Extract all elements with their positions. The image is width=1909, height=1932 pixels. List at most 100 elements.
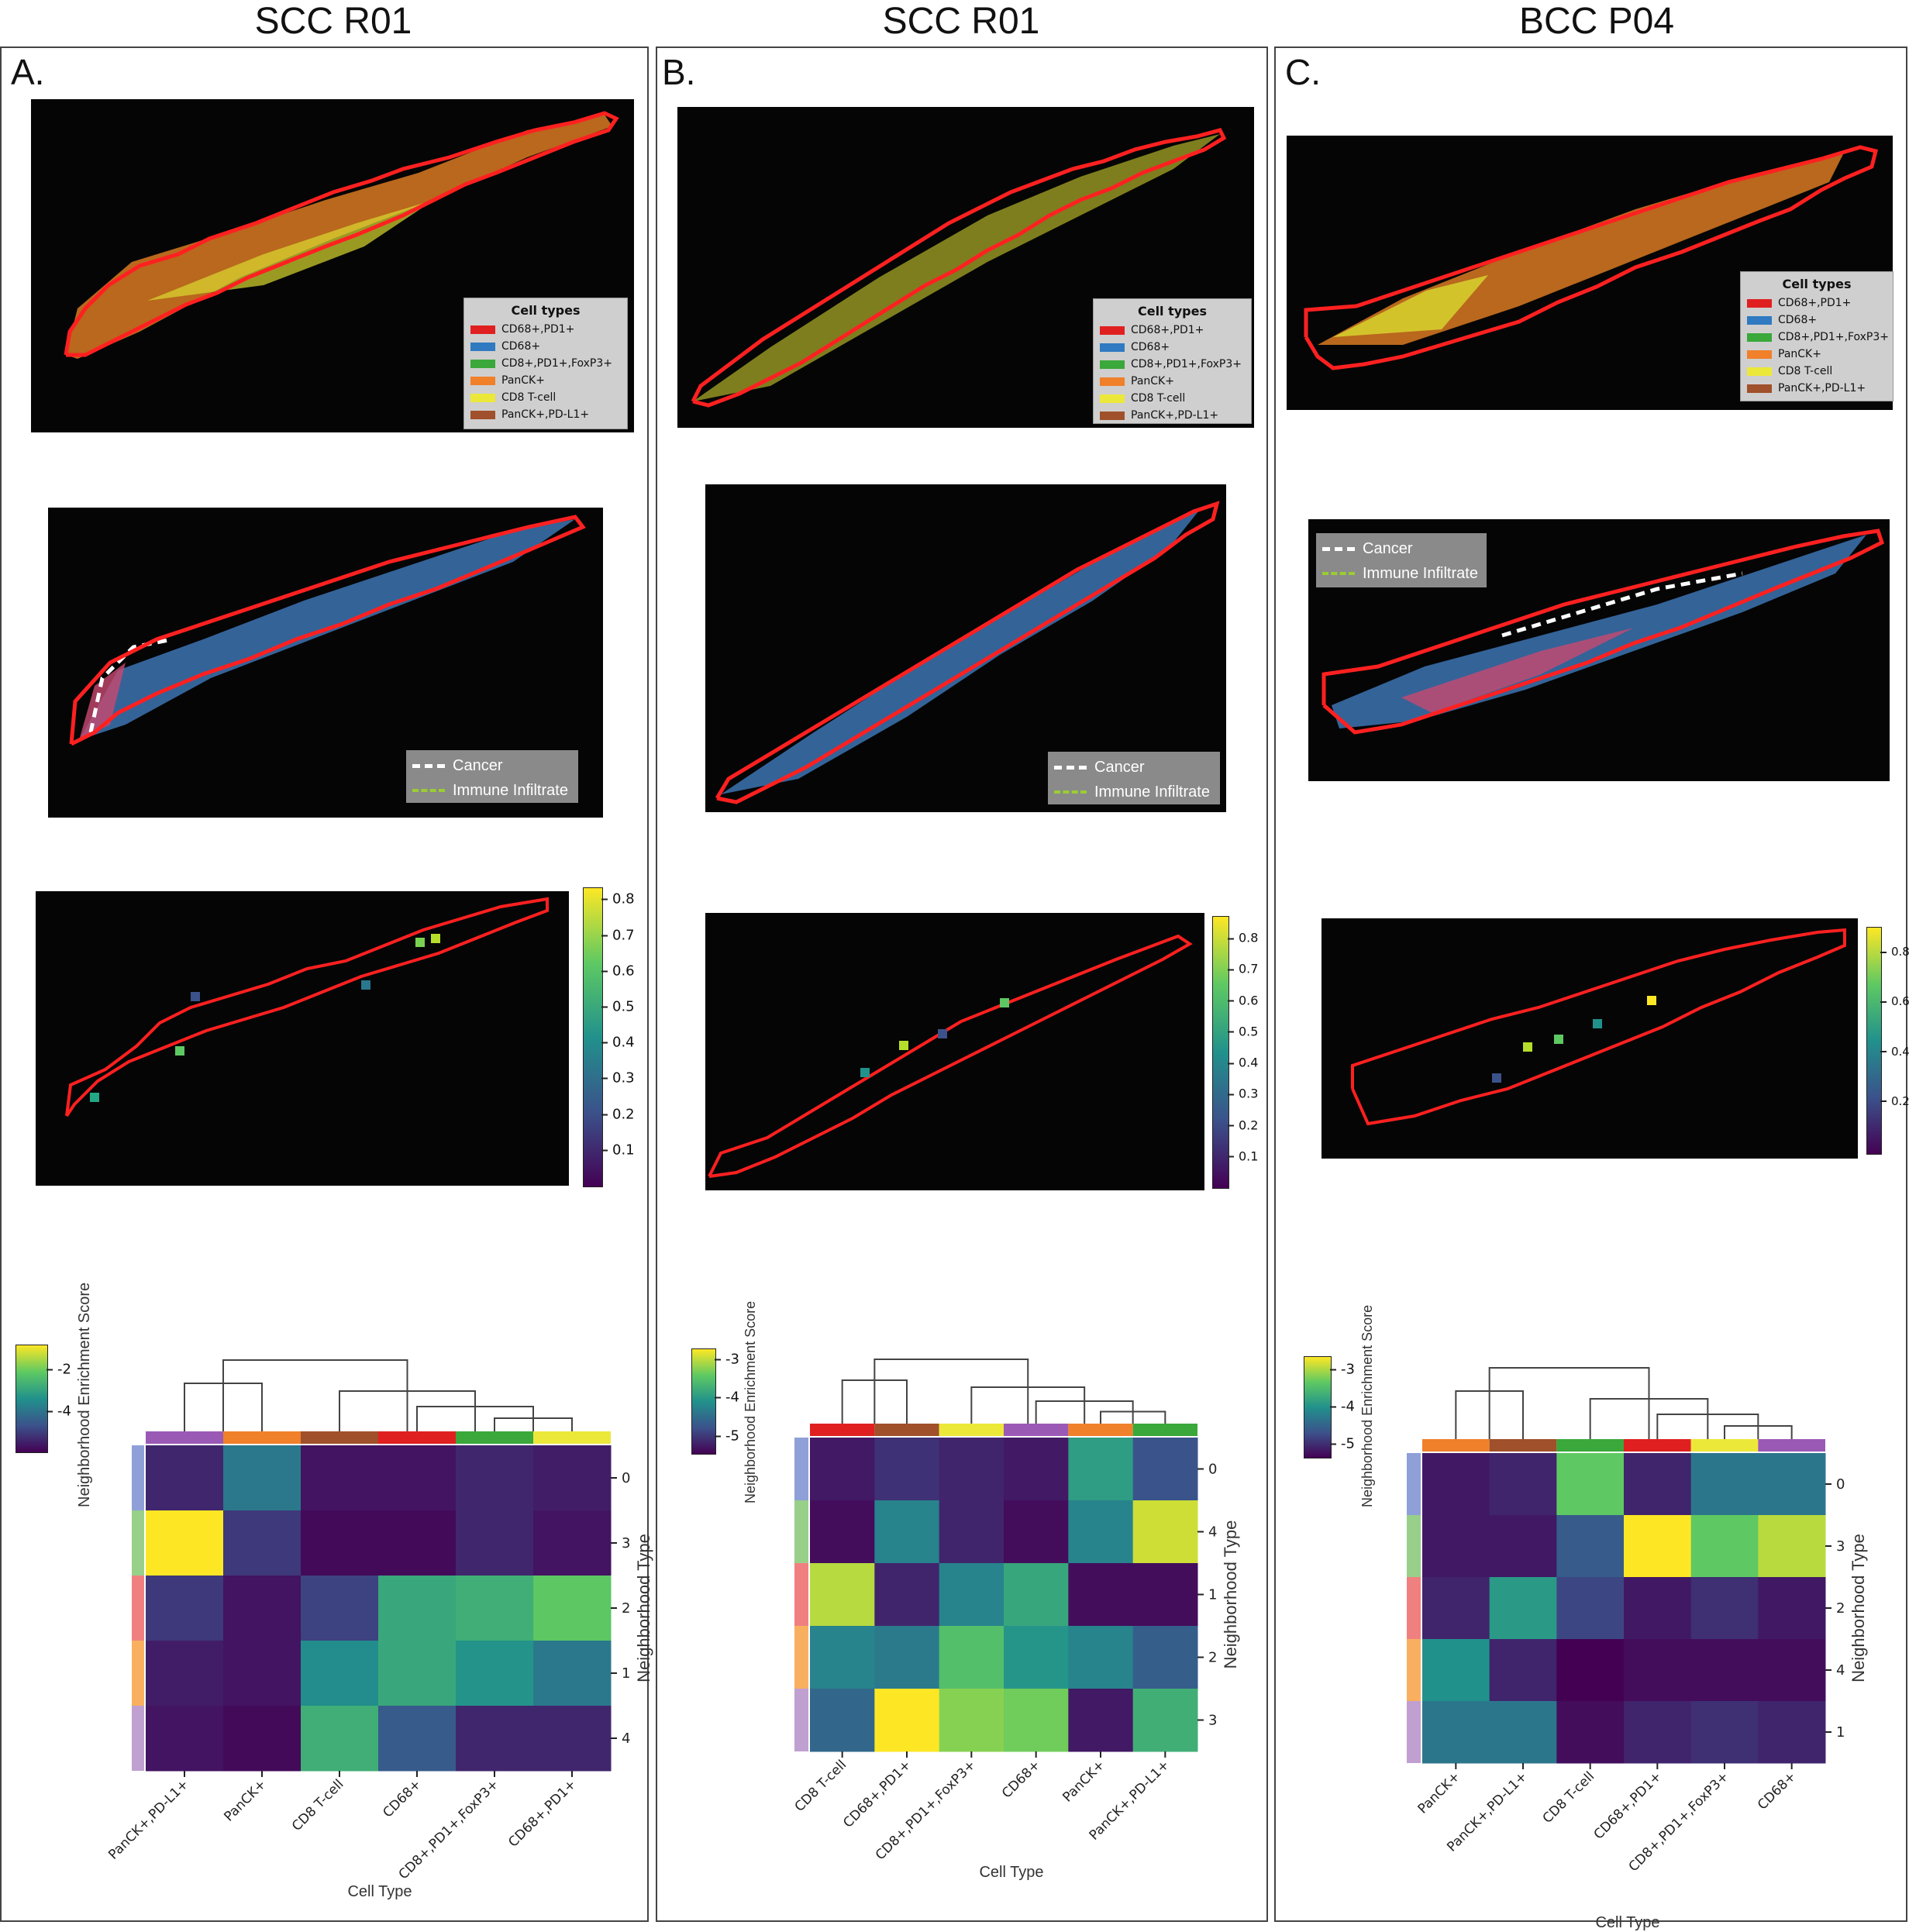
colorbar-tick: 0.2	[1880, 1094, 1909, 1108]
heatmap-b: 0 4 1 2 3 Neighborhood Type CD8 T-cell CD68+,PD…	[792, 1345, 1248, 1863]
heatmap-a: 0 3 2 1 4 Neighborhood Type PanCK+,PD-L1+ PanCK…	[105, 1345, 653, 1882]
heatmap-cell	[1068, 1563, 1134, 1627]
colorbar-tick: 0.3	[601, 1070, 635, 1087]
heatmap-cell	[874, 1500, 940, 1564]
row-tick-label: 0	[1208, 1462, 1217, 1478]
heatmap-cell	[1004, 1500, 1069, 1564]
heatmap-cell	[456, 1510, 534, 1576]
legend-item: PanCK+	[470, 372, 621, 389]
row-tick-label: 0	[622, 1470, 630, 1486]
heatmap-a-xlabel: Cell Type	[347, 1883, 412, 1900]
legend-label: PanCK+,PD-L1+	[1131, 409, 1219, 422]
colorbar-tick: 0.8	[1880, 945, 1909, 959]
column-color-strip	[378, 1431, 456, 1444]
column-color-strip	[456, 1431, 533, 1444]
heatmap-cell	[456, 1641, 534, 1706]
heatmap-cell	[1004, 1689, 1069, 1752]
legend-swatch	[1747, 384, 1772, 393]
heatmap-cell	[1422, 1515, 1490, 1578]
enrichment-colorbar-c	[1304, 1356, 1332, 1458]
heatmap-cell	[1422, 1701, 1490, 1764]
legend-swatch	[412, 789, 445, 792]
heatmap-cell	[533, 1641, 612, 1706]
row-tick-label: 1	[1836, 1724, 1845, 1741]
legend-swatch	[1054, 790, 1087, 794]
heatmap-cell	[1556, 1577, 1625, 1640]
legend-item: CD68+	[470, 338, 621, 355]
legend-item: Cancer	[1054, 755, 1214, 780]
column-color-strip	[1556, 1439, 1624, 1452]
heatmap-cell	[1690, 1701, 1759, 1764]
legend-label: PanCK+,PD-L1+	[501, 408, 590, 421]
cell-map-a	[31, 99, 634, 432]
heatmap-cell	[1132, 1500, 1198, 1564]
column-color-strip	[1422, 1439, 1490, 1452]
heatmap-cell	[1758, 1453, 1826, 1516]
row-color-strip	[794, 1438, 808, 1500]
heatmap-cell	[456, 1706, 534, 1772]
legend-swatch	[470, 376, 495, 385]
heatmap-cell	[1624, 1515, 1692, 1578]
enrichment-colorbar-c-ticks: -3 -4 -5	[1330, 1356, 1369, 1457]
legend-item: PanCK+	[1100, 373, 1245, 390]
prob-colorbar-b-ticks: 0.8 0.7 0.6 0.5 0.4 0.3 0.2 0.1	[1228, 916, 1274, 1187]
row-color-strip	[1407, 1515, 1421, 1577]
enrichment-colorbar-a-label: Neighborhood Enrichment Score	[76, 1282, 93, 1507]
legend-label: CD8 T-cell	[501, 391, 557, 404]
legend-item: CD8+,PD1+,FoxP3+	[1747, 329, 1889, 346]
panel-c-label: C.	[1285, 52, 1321, 92]
legend-swatch	[470, 342, 495, 351]
dendrogram	[184, 1359, 573, 1431]
heatmap-cell	[223, 1445, 302, 1511]
colorbar-tick: 0.7	[601, 927, 635, 943]
heatmap-cell	[874, 1689, 940, 1752]
row-color-strip	[132, 1576, 144, 1641]
heatmap-c: 0 3 2 4 1 Neighborhood Type PanCK+ PanCK+,PD-L1…	[1407, 1352, 1887, 1875]
colorbar-tick: 0.7	[1228, 962, 1258, 976]
legend-item: PanCK+,PD-L1+	[470, 406, 621, 423]
heatmap-cell	[1132, 1438, 1198, 1501]
column-color-strip	[533, 1431, 611, 1444]
prob-map-c-graphic	[1351, 928, 1846, 1126]
legend-swatch	[470, 393, 495, 402]
legend-label: PanCK+	[1778, 348, 1821, 360]
heatmap-cell	[1690, 1453, 1759, 1516]
heatmap-cell	[1556, 1639, 1625, 1702]
heatmap-cell	[1690, 1515, 1759, 1578]
heatmap-cell	[1132, 1563, 1198, 1627]
tissue-image-b-graphic	[715, 501, 1220, 804]
heatmap-cell	[1068, 1689, 1134, 1752]
cell-map-a-graphic	[64, 111, 619, 359]
enrichment-colorbar-c-label: Neighborhood Enrichment Score	[1359, 1304, 1375, 1507]
row-tick-label: 1	[622, 1665, 630, 1682]
legend-swatch	[1747, 298, 1772, 308]
colorbar-tick: -3	[1330, 1361, 1355, 1377]
heatmap-cell	[810, 1626, 875, 1689]
colorbar-tick: -5	[1330, 1436, 1355, 1452]
heatmap-cell	[146, 1445, 224, 1511]
legend-label: Cancer	[1094, 758, 1145, 776]
legend-label: Immune Infiltrate	[1363, 564, 1478, 582]
heatmap-cell	[223, 1510, 302, 1576]
legend-label: CD8+,PD1+,FoxP3+	[501, 357, 613, 370]
legend-label: Immune Infiltrate	[453, 781, 568, 799]
colorbar-tick: -3	[715, 1351, 739, 1367]
legend-swatch	[1322, 546, 1355, 551]
heatmap-cell	[223, 1641, 302, 1706]
heatmap-cell	[1489, 1639, 1557, 1702]
row-color-strip	[132, 1641, 144, 1706]
colorbar-tick: 0.2	[1228, 1118, 1258, 1132]
legend-item: PanCK+	[1747, 346, 1887, 363]
colorbar-tick: 0.8	[1228, 931, 1258, 945]
panel-b-title: SCC R01	[882, 1, 1040, 42]
legend-swatch	[412, 763, 445, 768]
legend-swatch	[1100, 411, 1125, 420]
heatmap-cell	[1068, 1626, 1134, 1689]
colorbar-tick: -4	[715, 1390, 739, 1406]
colorbar-tick: 0.4	[601, 1035, 635, 1051]
heatmap-cell	[146, 1641, 224, 1706]
column-color-strip	[1132, 1424, 1197, 1436]
heatmap-cell	[1489, 1515, 1557, 1578]
heatmap-cell	[378, 1641, 457, 1706]
